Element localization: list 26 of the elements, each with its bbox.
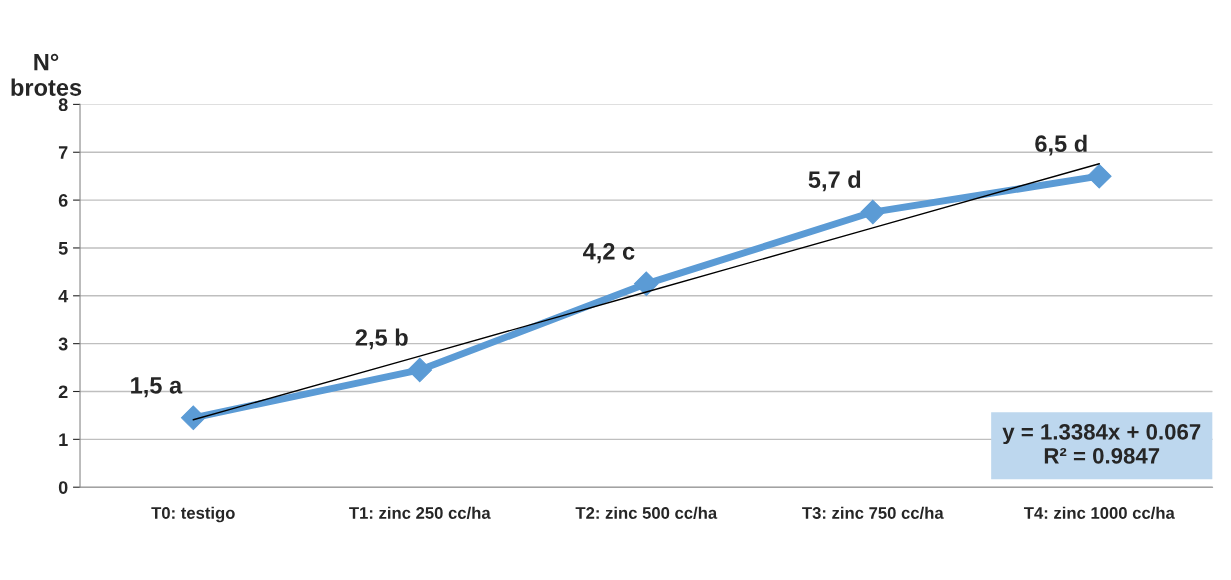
point [180,405,206,431]
data-label: 1,5 a [131,377,183,398]
annotation: y = 1.3384x + 0.067 R² = 0.9847 [1002,424,1201,464]
data-label: 4,2 c [583,243,635,264]
x-tick-label: T1: zinc 250 cc/ha [349,506,491,520]
data-label: 5,7 d [808,170,861,192]
x-tick-label: T3: zinc 750 cc/ha [802,506,944,520]
y-tick-label: 0 [58,481,68,494]
data-label: 6,5 d [1035,134,1087,156]
point [407,357,433,383]
y-tick-label: 3 [58,337,68,351]
x-tick-label: T0: testigo [151,506,235,523]
y-tick-label: 4 [58,289,69,303]
y-axis-title: N° brotes [11,53,82,96]
point [860,199,886,225]
y-tick-label: 6 [58,194,68,207]
point [1086,163,1112,189]
x-tick-label: T2: zinc 500 cc/ha [575,506,718,520]
data-label: 2,5 b [355,328,408,350]
y-tick-label: 1 [59,433,68,446]
x-tick-label: T4: zinc 1000 cc/ha [1023,506,1175,520]
y-tick-label: 7 [58,146,68,159]
y-tick-label: 2 [58,385,68,399]
point [633,271,659,297]
y-tick-label: 8 [58,98,68,112]
y-tick-label: 5 [58,242,68,255]
